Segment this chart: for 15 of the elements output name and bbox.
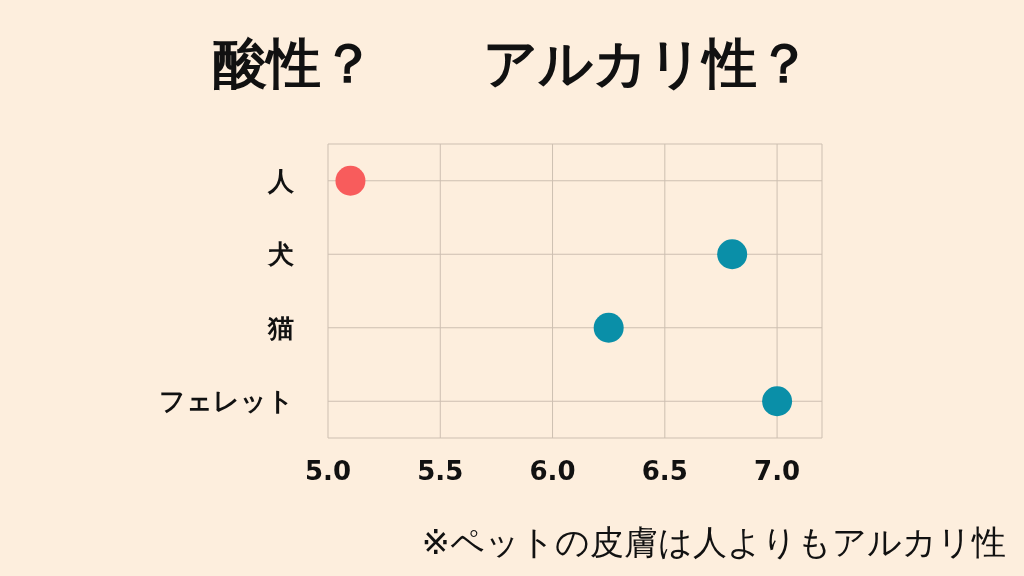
x-tick-label: 6.5 [641, 456, 688, 487]
point [593, 312, 624, 343]
x-tick-label: 6.0 [529, 456, 576, 487]
text: ※ペットの皮膚は人よりもアルカリ性 [421, 521, 1006, 564]
x-tick-label: 5.0 [304, 456, 352, 487]
point [762, 386, 793, 417]
y-tick-label: 人 [267, 165, 295, 196]
x-tick-label: 7.0 [754, 456, 801, 487]
x-tick-label: 5.5 [417, 456, 464, 487]
y-tick-label: 猫 [267, 312, 294, 343]
chart-title: 酸性？ アルカリ性？ [212, 31, 812, 97]
y-tick-label: 犬 [267, 239, 294, 270]
point [335, 165, 366, 196]
point [717, 239, 748, 270]
y-tick-label: フェレット [159, 386, 294, 417]
